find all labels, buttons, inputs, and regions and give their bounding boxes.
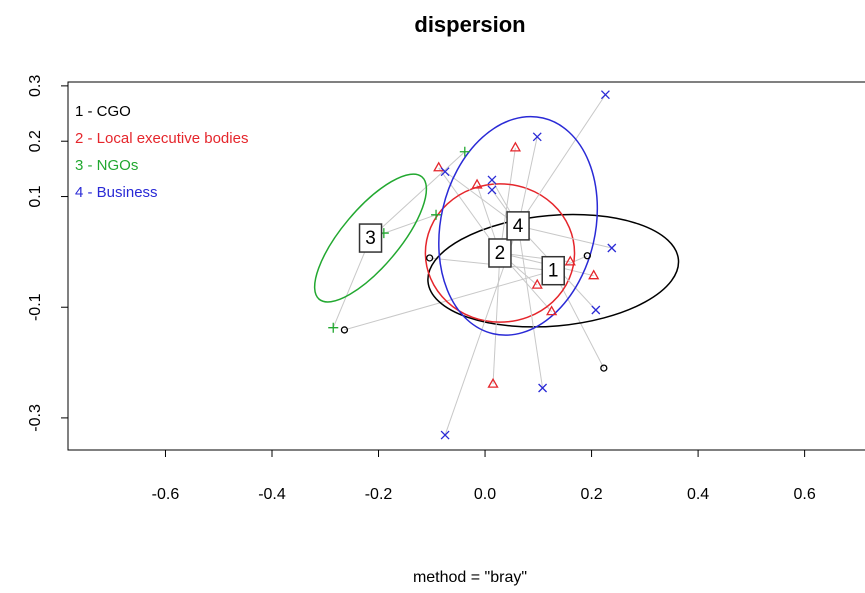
- centroid-box: [488, 238, 512, 268]
- point: [564, 255, 576, 266]
- x-tick-label: 0.0: [474, 486, 496, 503]
- spoke: [517, 94, 606, 227]
- x-tick-label: 0.2: [580, 486, 602, 503]
- spoke: [517, 225, 544, 389]
- dispersion-ellipse: [424, 183, 576, 323]
- x-tick-label: -0.4: [258, 486, 286, 503]
- centroid-label: 1: [548, 261, 559, 282]
- centroid-label: 2: [495, 243, 506, 264]
- centroid-box: [506, 211, 530, 241]
- spoke: [517, 136, 538, 226]
- x-tick-label: 0.6: [793, 486, 815, 503]
- point: [600, 364, 608, 372]
- point: [531, 278, 543, 289]
- point: [440, 167, 450, 177]
- point: [588, 269, 600, 280]
- chart-title: dispersion: [414, 12, 525, 37]
- point: [440, 430, 450, 440]
- centroid-label: 3: [365, 228, 376, 249]
- spoke: [344, 270, 554, 331]
- point: [607, 243, 617, 253]
- y-tick-label: 0.2: [27, 130, 44, 152]
- x-tick-label: -0.2: [365, 486, 393, 503]
- point: [509, 141, 522, 152]
- point: [487, 185, 497, 195]
- x-axis-label: method = "bray": [413, 569, 527, 586]
- y-tick-label: -0.1: [27, 293, 44, 321]
- point: [459, 146, 470, 157]
- point: [546, 305, 558, 316]
- plot-frame: [67, 81, 865, 451]
- dispersion-ellipse: [313, 173, 428, 303]
- spoke: [492, 252, 501, 385]
- point: [532, 132, 542, 142]
- spoke: [370, 151, 466, 239]
- dispersion-ellipse: [427, 213, 680, 328]
- y-tick-label: 0.3: [27, 75, 44, 97]
- spoke: [499, 147, 516, 254]
- spoke: [332, 237, 371, 328]
- point: [538, 383, 548, 393]
- point: [487, 175, 497, 185]
- point: [433, 161, 445, 172]
- centroid-label: 4: [513, 216, 524, 237]
- spoke: [552, 270, 605, 369]
- legend-entry: 2 - Local executive bodies: [75, 130, 248, 147]
- point: [431, 209, 442, 220]
- y-tick-label: 0.1: [27, 185, 44, 207]
- spoke: [444, 171, 519, 227]
- legend-entry: 4 - Business: [75, 184, 158, 201]
- centroid-box: [541, 255, 565, 286]
- point: [426, 254, 434, 262]
- point: [487, 377, 499, 388]
- x-tick-label: 0.4: [687, 486, 709, 503]
- centroid-box: [358, 223, 383, 253]
- point: [583, 252, 591, 260]
- legend-entry: 3 - NGOs: [75, 157, 138, 174]
- legend-entry: 1 - CGO: [75, 103, 131, 120]
- x-tick-label: -0.6: [152, 486, 180, 503]
- point: [328, 322, 339, 333]
- point: [600, 90, 610, 100]
- dispersion-ellipse: [438, 115, 599, 336]
- y-tick-label: -0.3: [27, 404, 44, 432]
- spoke: [517, 225, 612, 249]
- point: [591, 305, 601, 315]
- point: [471, 178, 483, 189]
- point: [340, 326, 349, 334]
